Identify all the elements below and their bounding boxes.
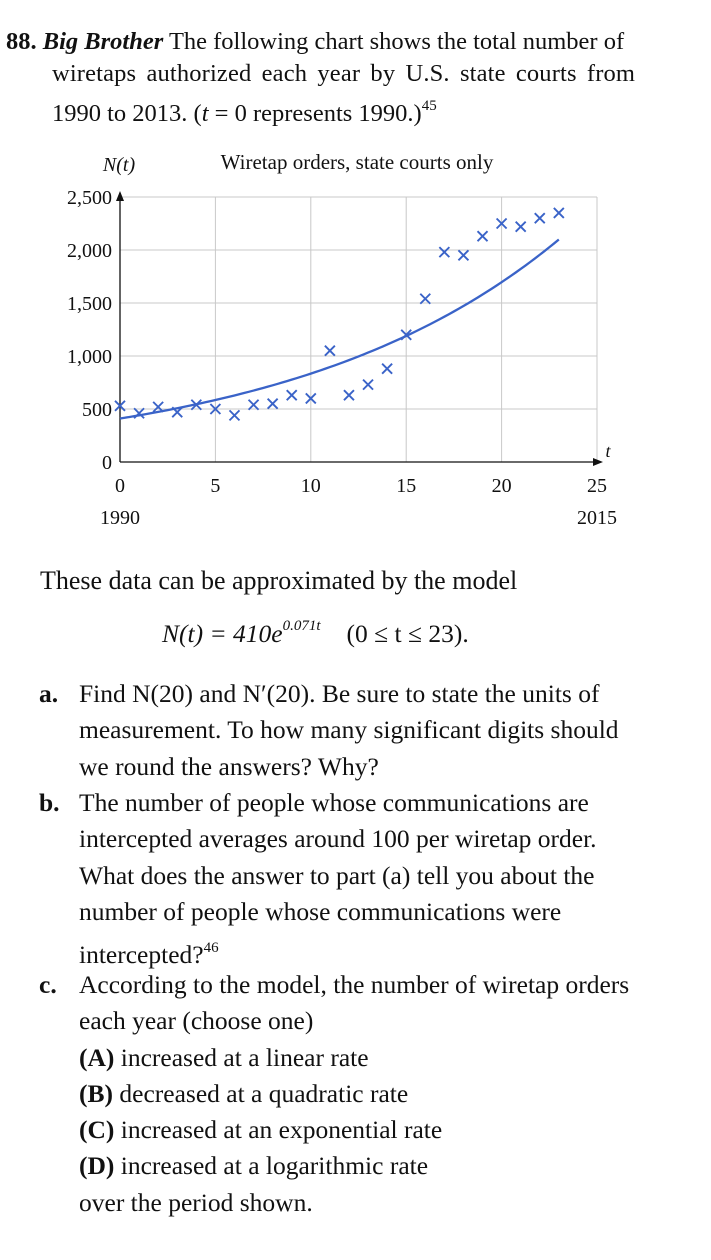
x-tick-label: 20: [492, 475, 512, 497]
x-tick-label: 25: [587, 475, 607, 497]
choice-text: increased at an exponential rate: [114, 1115, 443, 1145]
data-point: [247, 399, 260, 411]
y-tick-label: 500: [82, 399, 112, 421]
y-tick-label: 1,500: [67, 293, 112, 315]
y-tick-label: 1,000: [67, 346, 112, 368]
choice-text: decreased at a quadratic rate: [113, 1078, 409, 1108]
data-point: [190, 399, 202, 411]
data-point: [266, 398, 279, 410]
data-point: [324, 345, 336, 357]
part-a-line: we round the answers? Why?: [79, 751, 379, 781]
data-point: [362, 378, 374, 391]
part-b-line: What does the answer to part (a) tell yo…: [79, 860, 595, 890]
part-b-footnote: 46: [203, 940, 219, 957]
y-axis-arrow: [116, 191, 124, 201]
data-point: [343, 389, 355, 401]
x-tick-label: 10: [301, 475, 321, 497]
y-tick-label: 2,500: [67, 187, 112, 209]
model-lhs: N(t) = 410e: [162, 619, 283, 648]
model-curve: [119, 238, 560, 420]
y-axis-label: N(t): [102, 154, 136, 176]
data-point: [133, 407, 145, 419]
choice-d: (D) increased at a logarithmic rate: [79, 1148, 711, 1184]
part-b: b. The number of people whose communicat…: [39, 785, 711, 973]
part-b-line: intercepted averages around 100 per wire…: [79, 824, 597, 854]
part-b-line: The number of people whose communication…: [79, 788, 589, 817]
data-point: [286, 389, 298, 401]
data-points: [114, 207, 565, 422]
model-equation: N(t) = 410e0.071t (0 ≤ t ≤ 23).: [162, 618, 469, 649]
y-tick-label: 2,000: [67, 240, 112, 262]
part-c-label: c.: [39, 970, 57, 999]
data-point: [495, 217, 508, 230]
problem-header: 88. Big Brother The following chart show…: [6, 26, 706, 130]
data-point: [438, 246, 451, 258]
data-point: [476, 230, 489, 242]
problem-number: 88.: [6, 28, 37, 55]
problem-text-3b: = 0 represents 1990.): [208, 100, 422, 127]
wiretap-chart: 0 500 1,000 1,500 2,000 2,500 0 1990 5 10 15 20 25 20…: [67, 150, 617, 529]
choice-a: (A) increased at a linear rate: [79, 1040, 711, 1076]
data-point: [171, 406, 183, 418]
choice-text: increased at a logarithmic rate: [114, 1151, 429, 1181]
x-tick-label: 0: [115, 475, 125, 497]
choice-c: (C) increased at an exponential rate: [79, 1112, 711, 1148]
problem-footnote: 45: [421, 98, 437, 114]
data-point: [152, 401, 164, 413]
choice-letter: (D): [79, 1151, 115, 1181]
part-b-line: intercepted?: [79, 940, 204, 970]
part-c-line: each year (choose one): [79, 1006, 314, 1036]
model-curve-group: [119, 238, 560, 420]
choice-letter: (B): [79, 1078, 113, 1108]
model-domain: (0 ≤ t ≤ 23).: [346, 619, 469, 648]
problem-line-3: 1990 to 2013. (t = 0 represents 1990.)45: [6, 90, 706, 130]
model-intro: These data can be approximated by the mo…: [40, 566, 518, 595]
data-point: [534, 212, 546, 224]
part-c-line: According to the model, the number of wi…: [79, 970, 630, 999]
part-b-line-last: intercepted?46: [79, 930, 711, 973]
y-tick-label: 0: [102, 452, 112, 474]
part-a-label: a.: [39, 679, 59, 708]
problem-text-1: The following chart shows the total numb…: [168, 28, 625, 55]
part-b-line: number of people whose communications we…: [79, 896, 562, 926]
problem-line-1: 88. Big Brother The following chart show…: [6, 26, 706, 58]
problem-text-2: wiretaps authorized each year by U.S. st…: [52, 60, 636, 87]
part-a-line: measurement. To how many significant dig…: [79, 715, 619, 745]
chart-title: Wiretap orders, state courts only: [221, 150, 494, 174]
part-a: a. Find N(20) and N′(20). Be sure to sta…: [39, 676, 711, 785]
part-c: c. According to the model, the number of…: [39, 967, 711, 1221]
data-point: [457, 249, 470, 261]
data-point: [381, 363, 393, 375]
x-axis-label: t: [605, 441, 611, 461]
data-point: [228, 409, 241, 422]
x-tick-label: 5: [210, 475, 220, 497]
part-b-label: b.: [39, 788, 60, 817]
data-point: [553, 207, 565, 219]
data-point: [400, 329, 412, 341]
x-tick-label: 15: [396, 475, 416, 497]
data-point: [305, 392, 317, 405]
model-exponent: 0.071t: [282, 618, 321, 634]
chart-labels: 0 500 1,000 1,500 2,000 2,500 0 1990 5 10 15 20 25 20…: [67, 150, 617, 529]
chart-grid: [120, 196, 598, 462]
problem-text-3a: 1990 to 2013. (: [52, 100, 202, 127]
problem-text-3t: t: [201, 100, 209, 127]
x-tick-year-label: 2015: [577, 507, 617, 529]
data-point: [114, 400, 126, 412]
choice-b: (B) decreased at a quadratic rate: [79, 1076, 711, 1112]
data-point: [515, 221, 527, 233]
part-a-line: Find N(20) and N′(20). Be sure to state …: [79, 679, 600, 708]
problem-title: Big Brother: [42, 28, 164, 55]
chart-axes: [116, 191, 603, 466]
x-axis-arrow: [593, 458, 603, 466]
data-point: [419, 293, 431, 305]
choice-letter: (C): [79, 1115, 115, 1145]
choice-letter: (A): [79, 1042, 115, 1072]
choice-text: increased at a linear rate: [114, 1042, 369, 1072]
data-point: [209, 403, 222, 415]
x-tick-year-label: 1990: [100, 507, 140, 529]
part-c-closing: over the period shown.: [79, 1187, 313, 1217]
